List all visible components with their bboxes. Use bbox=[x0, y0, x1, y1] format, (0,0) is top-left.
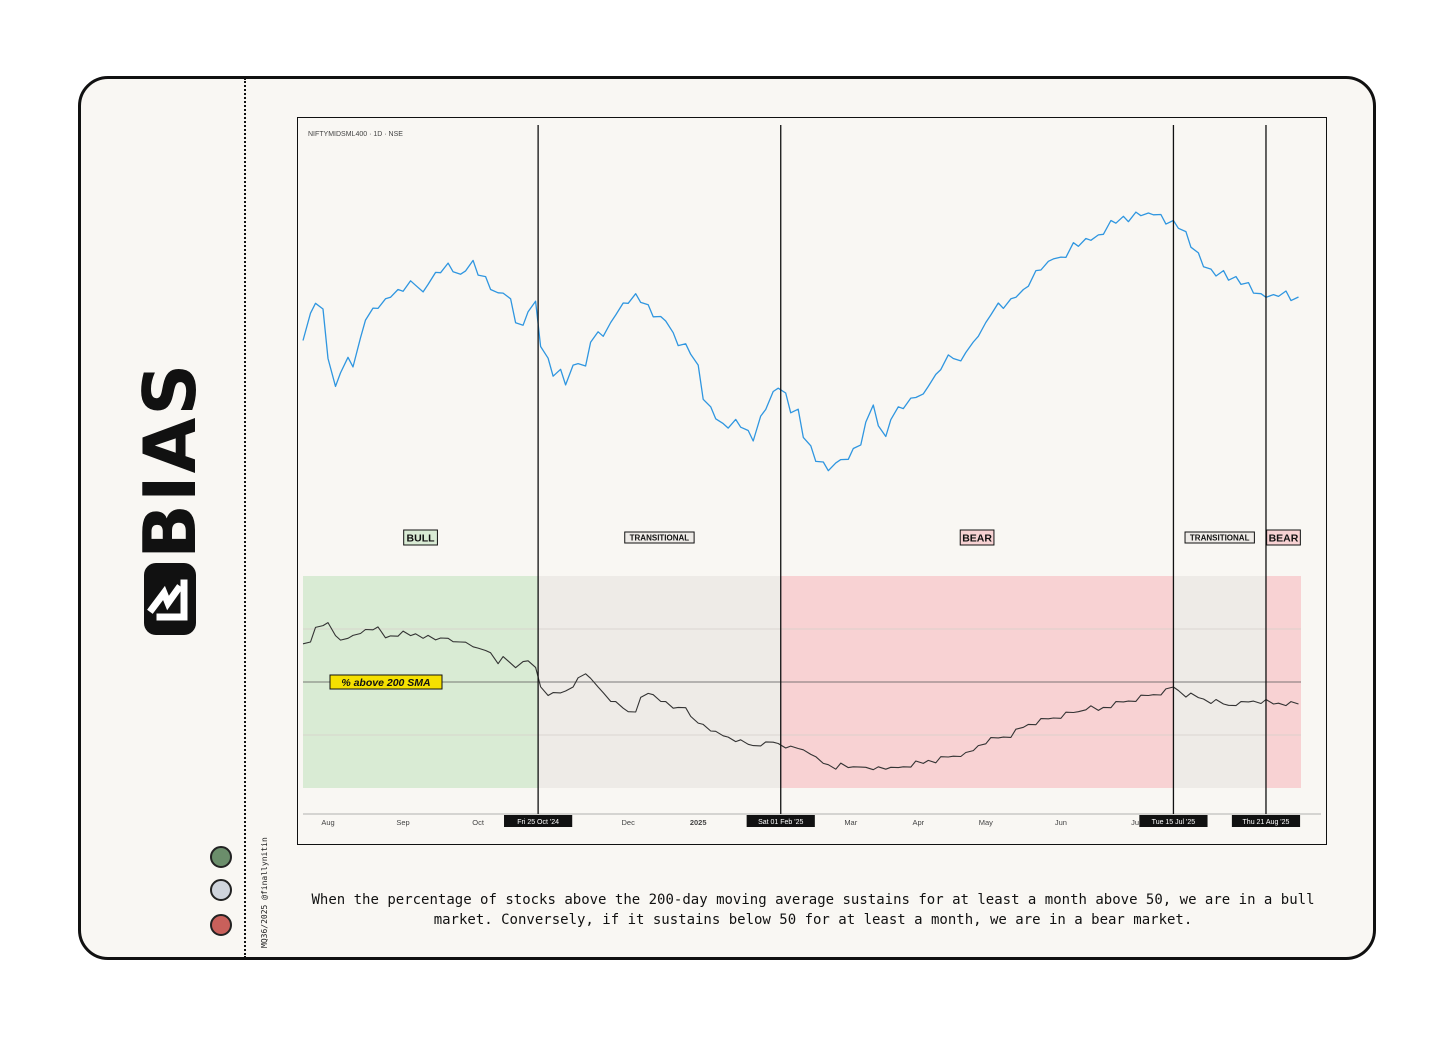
brand-name: BIAS bbox=[128, 361, 212, 559]
event-tag-1: Sat 01 Feb '25 bbox=[758, 819, 803, 826]
x-tick-label-2: Oct bbox=[472, 818, 485, 827]
x-tick-label-0: Aug bbox=[321, 818, 334, 827]
x-tick-label-9: Jul bbox=[1131, 818, 1141, 827]
caption: When the percentage of stocks above the … bbox=[311, 892, 1315, 928]
event-tag-box-2 bbox=[1139, 815, 1208, 827]
event-tag-2: Tue 15 Jul '25 bbox=[1152, 819, 1196, 826]
red-dot bbox=[210, 914, 232, 936]
brand: BIAS bbox=[125, 362, 215, 635]
sma-label-box bbox=[329, 674, 443, 690]
event-tag-box-0 bbox=[504, 815, 573, 827]
event-tag-box-1 bbox=[746, 815, 815, 827]
regime-label-box-3 bbox=[1184, 531, 1255, 544]
regime-label-4: BEAR bbox=[1269, 533, 1299, 545]
event-tag-box-3 bbox=[1231, 815, 1301, 827]
x-tick-label-4: 2025 bbox=[690, 818, 707, 827]
regime-label-2: BEAR bbox=[962, 533, 992, 545]
chart-frame: NIFTYMIDSML400 · 1D · NSE BULL TRANSITIONA… bbox=[297, 117, 1327, 845]
regime-label-box-0 bbox=[403, 529, 438, 546]
price-series-line bbox=[302, 211, 1299, 472]
bolt-logo-icon bbox=[144, 563, 196, 635]
regime-label-box-2 bbox=[959, 529, 995, 546]
sma-label: % above 200 SMA bbox=[341, 677, 430, 689]
event-tag-0: Fri 25 Oct '24 bbox=[517, 819, 559, 826]
regime-label-3: TRANSITIONAL bbox=[1190, 534, 1250, 543]
regime-label-box-1 bbox=[624, 531, 695, 544]
grey-dot bbox=[210, 879, 232, 901]
regime-label-0: BULL bbox=[407, 533, 436, 545]
event-tag-3: Thu 21 Aug '25 bbox=[1243, 819, 1290, 826]
x-tick-label-3: Dec bbox=[621, 818, 635, 827]
breadth-series-line bbox=[302, 622, 1299, 771]
chart-svg: NIFTYMIDSML400 · 1D · NSE BULL TRANSITIONA… bbox=[302, 125, 1321, 827]
credit-label: MQ36/2025 @finallynitin bbox=[260, 837, 269, 948]
dotted-divider bbox=[244, 78, 246, 958]
x-tick-label-7: May bbox=[979, 818, 993, 827]
x-tick-label-6: Apr bbox=[912, 818, 924, 827]
green-dot bbox=[210, 846, 232, 868]
regime-label-1: TRANSITIONAL bbox=[630, 534, 690, 543]
x-tick-label-1: Sep bbox=[396, 818, 409, 827]
chart-title: NIFTYMIDSML400 · 1D · NSE bbox=[308, 131, 403, 138]
x-tick-label-5: Mar bbox=[844, 818, 857, 827]
x-tick-label-8: Jun bbox=[1055, 818, 1067, 827]
